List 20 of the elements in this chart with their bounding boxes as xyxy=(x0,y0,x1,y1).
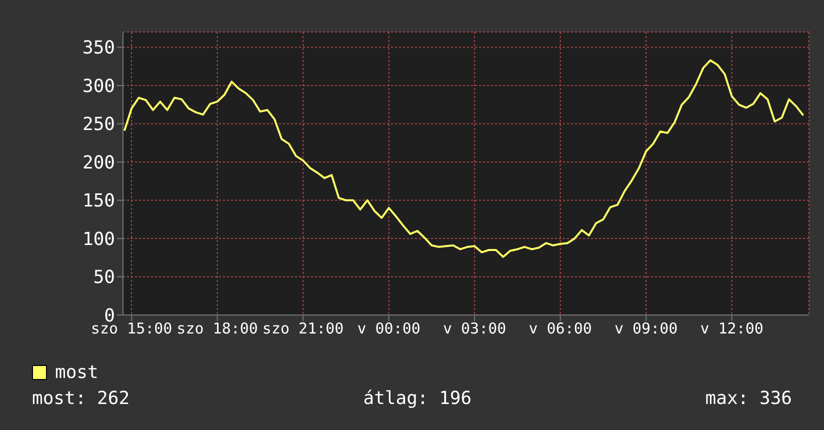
y-tick-label: 300 xyxy=(82,76,115,97)
x-tick-label: szo 18:00 xyxy=(176,320,258,338)
legend-label: most xyxy=(55,362,98,382)
x-tick-label: v 03:00 xyxy=(442,320,506,338)
text: max: 336 xyxy=(705,388,792,409)
text: most: 262 xyxy=(32,388,130,409)
y-tick-label: 350 xyxy=(82,38,115,59)
x-tick-label: v 09:00 xyxy=(614,320,678,338)
y-tick-label: 0 xyxy=(104,305,115,326)
y-tick-label: 50 xyxy=(93,267,115,288)
y-tick-label: 250 xyxy=(82,114,115,136)
line-series xyxy=(123,59,804,258)
y-tick-label: 150 xyxy=(82,190,115,212)
y-tick-label: 100 xyxy=(82,228,115,250)
x-tick-label: szo 21:00 xyxy=(262,320,344,338)
x-tick-label: v 06:00 xyxy=(528,320,592,338)
x-tick-label: v 12:00 xyxy=(700,320,764,338)
text: átlag: 196 xyxy=(363,388,472,409)
y-tick-label: 200 xyxy=(82,152,115,174)
x-tick-label: v 00:00 xyxy=(357,320,420,338)
